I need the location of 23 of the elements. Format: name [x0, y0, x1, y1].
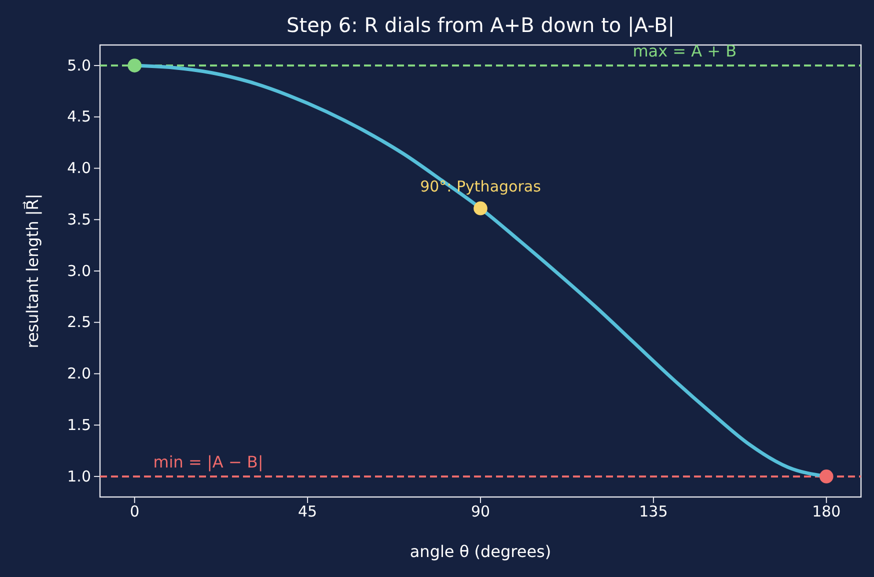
point: [474, 201, 488, 216]
ref-line-label: max = A + B: [632, 42, 737, 61]
annotation: 90°: Pythagoras: [420, 177, 542, 196]
x-tick-label: 45: [298, 502, 318, 521]
point: [820, 470, 834, 484]
x-tick-label: 180: [812, 502, 841, 521]
x-tick-label: 0: [130, 502, 140, 521]
y-tick-label: 5.0: [67, 56, 91, 74]
y-tick-label: 4.0: [67, 159, 91, 178]
y-tick-label: 2.5: [67, 313, 91, 332]
point: [128, 58, 142, 72]
y-tick-label: 4.5: [67, 108, 91, 126]
y-axis-title: resultant length |R⃗|: [22, 194, 42, 348]
x-tick-label: 90: [470, 502, 490, 521]
y-tick-label: 1.5: [67, 416, 91, 434]
x-axis-title: angle θ (degrees): [410, 542, 552, 561]
ref-line-label: min = |A − B|: [153, 452, 264, 472]
y-tick-label: 3.5: [67, 210, 91, 228]
chart-title: Step 6: R dials from A+B down to |A-B|: [286, 13, 674, 37]
y-tick-label: 2.0: [67, 364, 91, 383]
y-tick-label: 1.0: [67, 467, 91, 486]
y-tick-label: 3.0: [67, 262, 91, 280]
x-tick-label: 135: [639, 502, 668, 521]
